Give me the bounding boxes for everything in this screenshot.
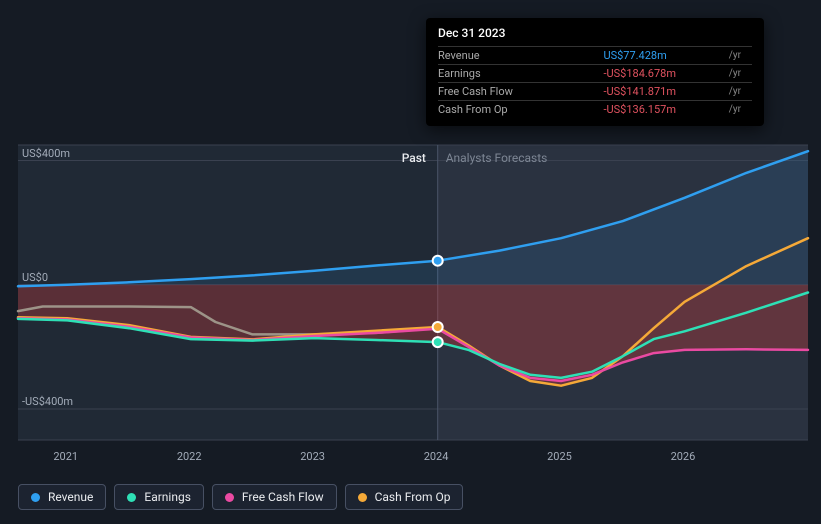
tooltip-row-label: Revenue bbox=[438, 47, 603, 65]
x-axis-label: 2025 bbox=[547, 450, 572, 463]
legend-item-label: Cash From Op bbox=[375, 490, 451, 504]
x-axis-label: 2022 bbox=[177, 450, 202, 463]
earnings-forecast-chart: { "layout": { "width": 821, "height": 52… bbox=[0, 0, 821, 524]
tooltip-row: Cash From Op-US$136.157m/yr bbox=[438, 101, 752, 119]
tooltip-row: RevenueUS$77.428m/yr bbox=[438, 47, 752, 65]
legend-item-earnings[interactable]: Earnings bbox=[114, 484, 204, 510]
legend-item-label: Earnings bbox=[144, 490, 191, 504]
legend-item-label: Revenue bbox=[48, 490, 93, 504]
tooltip-row-value: -US$136.157m bbox=[603, 101, 724, 119]
legend-item-revenue[interactable]: Revenue bbox=[18, 484, 106, 510]
tooltip-row-unit: /yr bbox=[725, 83, 752, 101]
x-axis-label: 2023 bbox=[300, 450, 325, 463]
y-axis-label: -US$400m bbox=[22, 395, 73, 408]
forecasts-label: Analysts Forecasts bbox=[446, 151, 548, 165]
marker-cfo bbox=[433, 322, 443, 332]
y-axis-label: US$0 bbox=[22, 271, 48, 284]
tooltip-row: Free Cash Flow-US$141.871m/yr bbox=[438, 83, 752, 101]
y-axis-label: US$400m bbox=[22, 147, 70, 160]
tooltip-row-unit: /yr bbox=[725, 101, 752, 119]
tooltip-date: Dec 31 2023 bbox=[438, 26, 752, 40]
legend-item-cfo[interactable]: Cash From Op bbox=[345, 484, 464, 510]
legend-swatch-icon bbox=[358, 493, 367, 502]
legend-item-label: Free Cash Flow bbox=[242, 490, 324, 504]
marker-earnings bbox=[433, 337, 443, 347]
x-axis-label: 2024 bbox=[424, 450, 449, 463]
marker-revenue bbox=[433, 256, 443, 266]
tooltip-row: Earnings-US$184.678m/yr bbox=[438, 65, 752, 83]
x-axis-label: 2021 bbox=[53, 450, 78, 463]
legend-swatch-icon bbox=[127, 493, 136, 502]
tooltip-row-label: Earnings bbox=[438, 65, 603, 83]
legend-swatch-icon bbox=[31, 493, 40, 502]
chart-tooltip: Dec 31 2023 RevenueUS$77.428m/yrEarnings… bbox=[426, 18, 764, 126]
tooltip-row-value: -US$141.871m bbox=[603, 83, 724, 101]
legend-item-fcf[interactable]: Free Cash Flow bbox=[212, 484, 337, 510]
chart-legend: Revenue Earnings Free Cash Flow Cash From O… bbox=[18, 484, 463, 510]
tooltip-row-value: US$77.428m bbox=[603, 47, 724, 65]
tooltip-row-label: Free Cash Flow bbox=[438, 83, 603, 101]
tooltip-row-unit: /yr bbox=[725, 47, 752, 65]
past-label: Past bbox=[402, 151, 426, 165]
tooltip-table: RevenueUS$77.428m/yrEarnings-US$184.678m… bbox=[438, 46, 752, 118]
x-axis-label: 2026 bbox=[671, 450, 696, 463]
tooltip-row-unit: /yr bbox=[725, 65, 752, 83]
tooltip-row-value: -US$184.678m bbox=[603, 65, 724, 83]
tooltip-row-label: Cash From Op bbox=[438, 101, 603, 119]
legend-swatch-icon bbox=[225, 493, 234, 502]
